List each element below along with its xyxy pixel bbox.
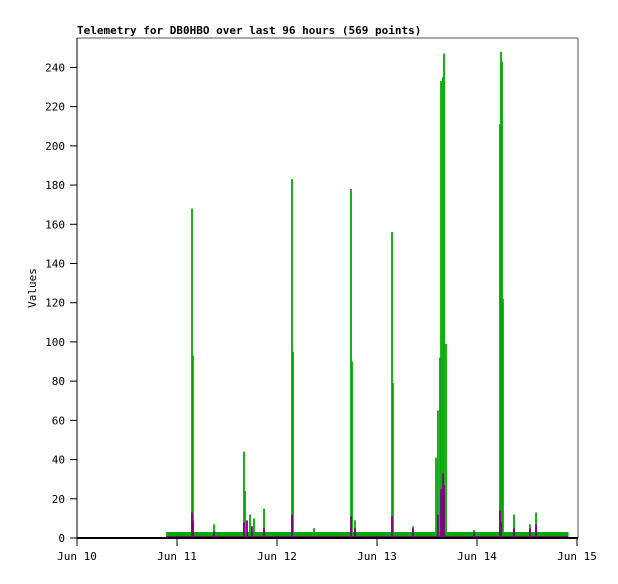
x-tick-label: Jun 15 [557, 550, 597, 563]
y-tick-label: 120 [45, 297, 65, 310]
x-tick-label: Jun 14 [457, 550, 497, 563]
y-tick-label: 160 [45, 218, 65, 231]
y-tick-label: 140 [45, 257, 65, 270]
y-tick-label: 180 [45, 179, 65, 192]
y-tick-label: 100 [45, 336, 65, 349]
series-1 [166, 473, 569, 538]
y-tick-label: 0 [58, 532, 65, 545]
chart-title: Telemetry for DB0HBO over last 96 hours … [77, 24, 421, 37]
y-tick-label: 240 [45, 61, 65, 74]
x-tick-label: Jun 11 [157, 550, 197, 563]
x-tick-label: Jun 10 [57, 550, 97, 563]
y-tick-label: 80 [52, 375, 65, 388]
y-tick-label: 60 [52, 414, 65, 427]
y-axis-label: Values [26, 268, 39, 308]
x-tick-label: Jun 12 [257, 550, 297, 563]
y-tick-label: 40 [52, 454, 65, 467]
y-tick-label: 20 [52, 493, 65, 506]
x-tick-label: Jun 13 [357, 550, 397, 563]
series-0 [166, 51, 569, 538]
y-tick-label: 200 [45, 140, 65, 153]
y-tick-label: 220 [45, 101, 65, 114]
